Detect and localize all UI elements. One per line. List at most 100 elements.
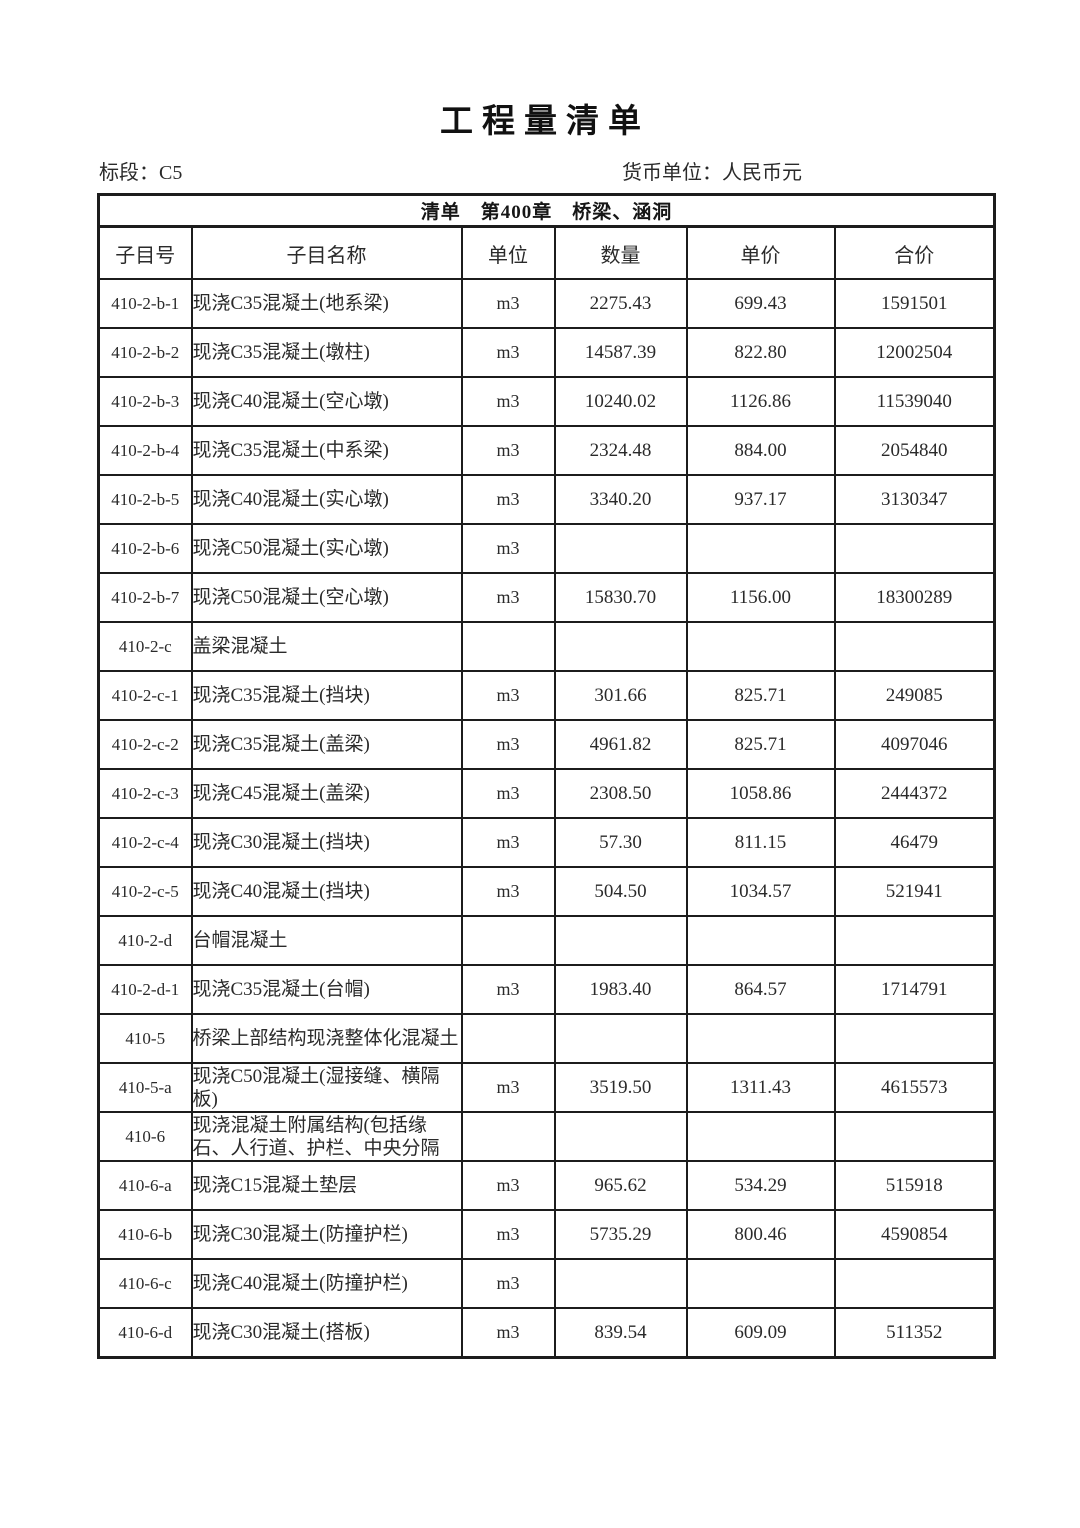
item-name-cell: 盖梁混凝土 bbox=[190, 621, 463, 672]
page-title: 工程量清单 bbox=[440, 104, 650, 140]
item-id-cell: 410-2-c-4 bbox=[97, 817, 193, 868]
quantity-cell bbox=[553, 523, 688, 574]
unit-price-cell: 884.00 bbox=[685, 425, 836, 476]
item-id-cell: 410-2-c-3 bbox=[97, 768, 193, 819]
unit-price-cell bbox=[685, 915, 836, 966]
unit-cell: m3 bbox=[460, 719, 556, 770]
item-name-cell: 现浇C35混凝土(台帽) bbox=[190, 964, 463, 1015]
total-price-cell: 2054840 bbox=[833, 425, 996, 476]
item-name-cell: 现浇C40混凝土(挡块) bbox=[190, 866, 463, 917]
quantity-cell: 1983.40 bbox=[553, 964, 688, 1015]
item-id-cell: 410-2-b-1 bbox=[97, 278, 193, 329]
item-id-cell: 410-2-c bbox=[97, 621, 193, 672]
item-name-cell: 现浇C30混凝土(挡块) bbox=[190, 817, 463, 868]
quantity-cell bbox=[553, 915, 688, 966]
item-id-cell: 410-2-c-1 bbox=[97, 670, 193, 721]
quantity-cell bbox=[553, 1258, 688, 1309]
unit-price-cell: 1126.86 bbox=[685, 376, 836, 427]
total-price-cell: 1591501 bbox=[833, 278, 996, 329]
item-id-cell: 410-5-a bbox=[97, 1062, 193, 1113]
item-id-cell: 410-2-b-4 bbox=[97, 425, 193, 476]
table-row: 410-6-c 现浇C40混凝土(防撞护栏) m3 bbox=[97, 1258, 996, 1309]
item-name-cell: 现浇C35混凝土(盖梁) bbox=[190, 719, 463, 770]
item-id-cell: 410-2-d-1 bbox=[97, 964, 193, 1015]
total-price-cell bbox=[833, 1111, 996, 1162]
item-name-cell: 桥梁上部结构现浇整体化混凝土 bbox=[190, 1013, 463, 1064]
item-id-cell: 410-5 bbox=[97, 1013, 193, 1064]
unit-cell bbox=[460, 915, 556, 966]
item-id-cell: 410-2-b-7 bbox=[97, 572, 193, 623]
item-id-cell: 410-6-a bbox=[97, 1160, 193, 1211]
total-price-cell: 4615573 bbox=[833, 1062, 996, 1113]
unit-price-cell: 811.15 bbox=[685, 817, 836, 868]
unit-cell: m3 bbox=[460, 1209, 556, 1260]
item-name-cell: 台帽混凝土 bbox=[190, 915, 463, 966]
quantity-cell: 3340.20 bbox=[553, 474, 688, 525]
unit-cell: m3 bbox=[460, 1307, 556, 1359]
unit-price-cell: 1058.86 bbox=[685, 768, 836, 819]
total-price-cell bbox=[833, 915, 996, 966]
unit-price-cell: 822.80 bbox=[685, 327, 836, 378]
item-id-cell: 410-6-d bbox=[97, 1307, 193, 1359]
column-header-price: 单价 bbox=[685, 225, 836, 280]
table-row: 410-6-d 现浇C30混凝土(搭板) m3 839.54 609.09 511352 bbox=[97, 1307, 996, 1359]
quantity-cell: 504.50 bbox=[553, 866, 688, 917]
table-row: 410-2-c-5 现浇C40混凝土(挡块) m3 504.50 1034.57 5219… bbox=[97, 866, 996, 917]
item-name-cell: 现浇C40混凝土(空心墩) bbox=[190, 376, 463, 427]
item-name-cell: 现浇C40混凝土(防撞护栏) bbox=[190, 1258, 463, 1309]
unit-price-cell: 699.43 bbox=[685, 278, 836, 329]
total-price-cell bbox=[833, 1258, 996, 1309]
bill-of-quantities-table: 清单 第400章 桥梁、涵洞 子目号 子目名称 单位 数量 单价 合价 410-2-b-1… bbox=[97, 193, 997, 1359]
unit-price-cell: 825.71 bbox=[685, 719, 836, 770]
document-sheet: 工程量清单 标段：C5 货币单位：人民币元 清单 第400章 桥梁、涵洞 子目号… bbox=[97, 0, 997, 1359]
unit-cell bbox=[460, 1111, 556, 1162]
unit-price-cell: 1311.43 bbox=[685, 1062, 836, 1113]
unit-cell bbox=[460, 621, 556, 672]
total-price-cell: 521941 bbox=[833, 866, 996, 917]
table-row: 410-2-c-3 现浇C45混凝土(盖梁) m3 2308.50 1058.86 244… bbox=[97, 768, 996, 819]
table-row: 410-5 桥梁上部结构现浇整体化混凝土 bbox=[97, 1013, 996, 1064]
quantity-cell: 2324.48 bbox=[553, 425, 688, 476]
total-price-cell: 515918 bbox=[833, 1160, 996, 1211]
quantity-cell: 10240.02 bbox=[553, 376, 688, 427]
total-price-cell: 3130347 bbox=[833, 474, 996, 525]
quantity-cell: 2275.43 bbox=[553, 278, 688, 329]
item-id-cell: 410-6-c bbox=[97, 1258, 193, 1309]
unit-price-cell: 800.46 bbox=[685, 1209, 836, 1260]
quantity-cell: 15830.70 bbox=[553, 572, 688, 623]
column-header-total: 合价 bbox=[833, 225, 996, 280]
table-banner-row: 清单 第400章 桥梁、涵洞 bbox=[97, 193, 996, 228]
unit-cell: m3 bbox=[460, 670, 556, 721]
item-name-cell: 现浇混凝土附属结构(包括缘石、人行道、护栏、中央分隔 bbox=[190, 1111, 463, 1162]
unit-price-cell: 1034.57 bbox=[685, 866, 836, 917]
table-row: 410-2-b-2 现浇C35混凝土(墩柱) m3 14587.39 822.80 120… bbox=[97, 327, 996, 378]
quantity-cell bbox=[553, 1111, 688, 1162]
item-name-cell: 现浇C35混凝土(挡块) bbox=[190, 670, 463, 721]
table-banner: 清单 第400章 桥梁、涵洞 bbox=[97, 193, 996, 228]
table-row: 410-2-b-6 现浇C50混凝土(实心墩) m3 bbox=[97, 523, 996, 574]
unit-price-cell: 937.17 bbox=[685, 474, 836, 525]
table-row: 410-2-c-2 现浇C35混凝土(盖梁) m3 4961.82 825.71 4097… bbox=[97, 719, 996, 770]
item-id-cell: 410-2-c-2 bbox=[97, 719, 193, 770]
total-price-cell: 511352 bbox=[833, 1307, 996, 1359]
currency-label: 货币单位：人民币元 bbox=[622, 162, 802, 184]
table-row: 410-2-c-4 现浇C30混凝土(挡块) m3 57.30 811.15 46479 bbox=[97, 817, 996, 868]
table-row: 410-2-d-1 现浇C35混凝土(台帽) m3 1983.40 864.57 1714… bbox=[97, 964, 996, 1015]
item-name-cell: 现浇C40混凝土(实心墩) bbox=[190, 474, 463, 525]
unit-cell: m3 bbox=[460, 278, 556, 329]
item-name-cell: 现浇C35混凝土(地系梁) bbox=[190, 278, 463, 329]
section-label: 标段：C5 bbox=[99, 162, 183, 184]
unit-price-cell: 534.29 bbox=[685, 1160, 836, 1211]
total-price-cell bbox=[833, 621, 996, 672]
table-row: 410-6-b 现浇C30混凝土(防撞护栏) m3 5735.29 800.46 4590… bbox=[97, 1209, 996, 1260]
column-header-qty: 数量 bbox=[553, 225, 688, 280]
unit-cell: m3 bbox=[460, 1062, 556, 1113]
unit-price-cell bbox=[685, 1258, 836, 1309]
item-name-cell: 现浇C15混凝土垫层 bbox=[190, 1160, 463, 1211]
table-row: 410-2-c-1 现浇C35混凝土(挡块) m3 301.66 825.71 24908… bbox=[97, 670, 996, 721]
total-price-cell: 2444372 bbox=[833, 768, 996, 819]
item-name-cell: 现浇C35混凝土(中系梁) bbox=[190, 425, 463, 476]
column-header-id: 子目号 bbox=[97, 225, 193, 280]
unit-cell: m3 bbox=[460, 1258, 556, 1309]
table-row: 410-6-a 现浇C15混凝土垫层 m3 965.62 534.29 515918 bbox=[97, 1160, 996, 1211]
